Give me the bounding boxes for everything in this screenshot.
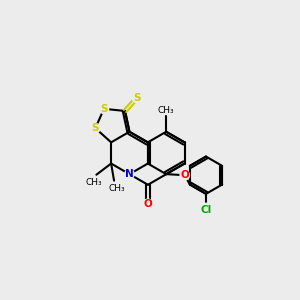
Text: S: S (100, 104, 108, 114)
Text: S: S (92, 123, 99, 133)
Circle shape (200, 203, 212, 216)
Text: CH₃: CH₃ (158, 106, 175, 115)
Circle shape (180, 170, 190, 180)
Circle shape (125, 169, 134, 179)
Circle shape (99, 104, 109, 113)
Text: CH₃: CH₃ (108, 184, 125, 193)
Text: O: O (180, 170, 189, 180)
Text: O: O (143, 199, 152, 209)
Circle shape (91, 123, 100, 133)
Text: S: S (133, 93, 141, 103)
Text: N: N (125, 169, 134, 179)
Text: CH₃: CH₃ (86, 178, 102, 187)
Circle shape (132, 93, 142, 103)
Text: Cl: Cl (200, 205, 211, 215)
Circle shape (143, 199, 153, 208)
